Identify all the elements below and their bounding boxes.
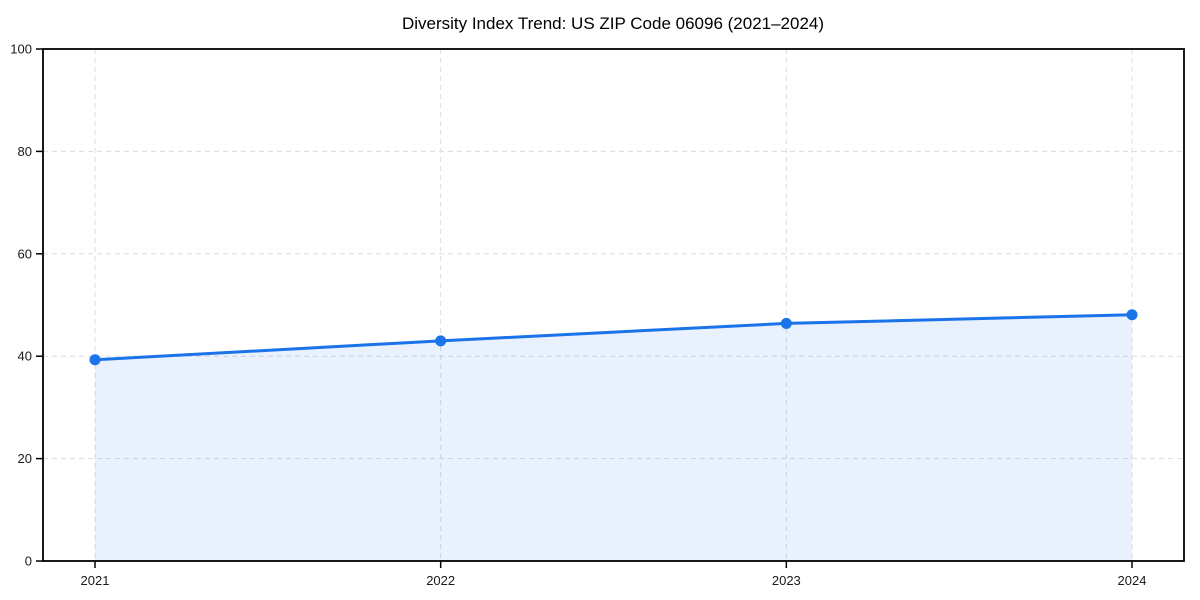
plot-frame [42,48,1185,562]
y-axis-tick-label: 60 [18,246,32,261]
data-point-marker [435,335,447,347]
x-axis-tick-label: 2023 [772,573,801,588]
data-point-marker [89,354,101,366]
chart-title: Diversity Index Trend: US ZIP Code 06096… [402,14,824,33]
x-axis-tick-label: 2022 [426,573,455,588]
gridlines [43,49,1184,561]
y-axis-tick-label: 100 [10,42,32,57]
data-points [89,309,1138,366]
data-point-marker [1126,309,1138,321]
x-axis-tick-label: 2024 [1118,573,1147,588]
data-point-marker [780,317,792,329]
trend-line-path [93,313,1134,362]
area-fill [95,314,1132,561]
y-axis-tick-label: 20 [18,451,32,466]
x-axis-tick-label: 2021 [81,573,110,588]
y-axis-tick-label: 80 [18,144,32,159]
y-axis-tick-label: 40 [18,349,32,364]
axes-frame [36,48,1185,568]
area-under-line [95,314,1132,561]
y-axis-tick-label: 0 [25,554,32,569]
trend-line [93,313,1134,362]
tick-labels: 0 20 40 60 80 100 2021 2022 2023 2024 [10,42,1146,589]
